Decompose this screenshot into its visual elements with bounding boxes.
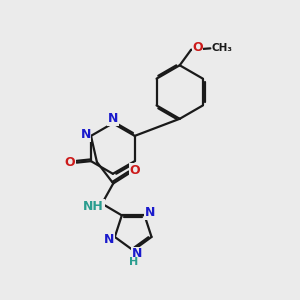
Text: N: N	[132, 248, 142, 260]
Text: N: N	[145, 206, 155, 220]
Text: CH₃: CH₃	[212, 44, 233, 53]
Text: O: O	[192, 41, 203, 54]
Text: N: N	[80, 128, 91, 141]
Text: N: N	[108, 112, 118, 125]
Text: NH: NH	[83, 200, 104, 212]
Text: N: N	[104, 233, 115, 246]
Text: H: H	[128, 256, 138, 267]
Text: O: O	[130, 164, 140, 177]
Text: O: O	[65, 156, 76, 169]
